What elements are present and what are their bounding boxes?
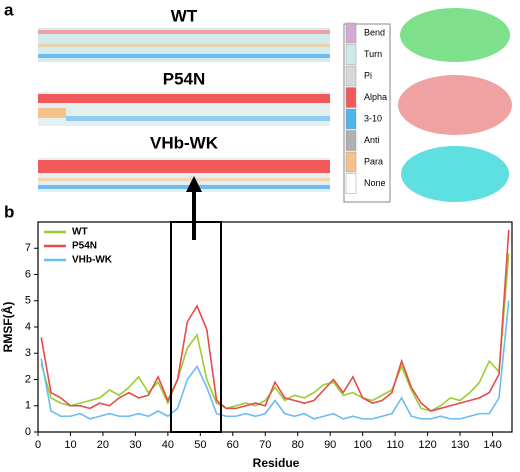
heatmap-band (38, 185, 330, 189)
x-tick-label: 60 (227, 439, 239, 451)
series-line (40, 253, 510, 412)
y-tick-label: 0 (25, 426, 31, 438)
panel-label: b (4, 202, 14, 221)
y-tick-label: 1 (25, 400, 31, 412)
legend-swatch (345, 108, 357, 130)
x-tick-label: 10 (64, 439, 76, 451)
legend-label: P54N (72, 241, 97, 252)
arrow-head (186, 176, 202, 192)
y-axis-label: RMSF(Å) (0, 302, 15, 353)
x-tick-label: 110 (386, 439, 404, 451)
heatmap-band (38, 160, 330, 173)
heatmap-band (38, 108, 66, 118)
legend-label: None (364, 178, 386, 188)
x-tick-label: 140 (483, 439, 501, 451)
x-tick-label: 30 (129, 439, 141, 451)
plot-frame (37, 221, 513, 433)
legend-label: Pi (364, 70, 372, 80)
series-line (40, 300, 510, 420)
legend-label: Turn (364, 49, 382, 59)
legend-label: VHb-WK (72, 255, 113, 266)
legend-swatch (345, 151, 357, 173)
legend-swatch (345, 130, 357, 151)
structure-p54n (398, 75, 512, 135)
y-tick-label: 7 (25, 242, 31, 254)
heatmap-title: VHb-WK (150, 133, 219, 152)
x-tick-label: 50 (194, 439, 206, 451)
y-tick-label: 3 (25, 347, 31, 359)
x-tick-label: 80 (292, 439, 304, 451)
legend-swatch (345, 65, 357, 87)
legend-swatch (345, 44, 357, 65)
series-line (40, 229, 510, 412)
y-tick-label: 6 (25, 268, 31, 280)
structure-wt (400, 8, 510, 62)
legend-label: WT (72, 227, 88, 238)
highlight-box (170, 221, 222, 433)
x-tick-label: 100 (353, 439, 371, 451)
legend-swatch (345, 173, 357, 194)
heatmap-band (38, 54, 330, 58)
x-tick-label: 90 (324, 439, 336, 451)
x-tick-label: 130 (451, 439, 469, 451)
x-tick-label: 70 (259, 439, 271, 451)
heatmap-band (66, 116, 330, 121)
legend-label: Anti (364, 135, 380, 145)
heatmap-band (38, 94, 330, 103)
heatmap-band (38, 44, 330, 47)
legend-label: Para (364, 156, 383, 166)
legend-label: Bend (364, 27, 385, 37)
heatmap-band (38, 178, 330, 181)
y-tick-label: 2 (25, 373, 31, 385)
legend-label: 3-10 (364, 113, 382, 123)
y-tick-label: 5 (25, 295, 31, 307)
heatmap-title: P54N (163, 69, 206, 88)
x-tick-label: 20 (97, 439, 109, 451)
legend-swatch (345, 87, 357, 108)
legend-label: Alpha (364, 92, 387, 102)
heatmap-title: WT (171, 6, 198, 25)
y-tick-label: 4 (25, 321, 31, 333)
x-tick-label: 40 (162, 439, 174, 451)
heatmaps (38, 28, 330, 192)
x-tick-label: 0 (35, 439, 41, 451)
x-tick-label: 120 (418, 439, 436, 451)
heatmap-band (38, 30, 330, 34)
legend-swatch (345, 22, 357, 44)
x-axis-label: Residue (253, 456, 300, 470)
panel-label: a (4, 0, 14, 19)
structure-vhb (401, 146, 509, 202)
